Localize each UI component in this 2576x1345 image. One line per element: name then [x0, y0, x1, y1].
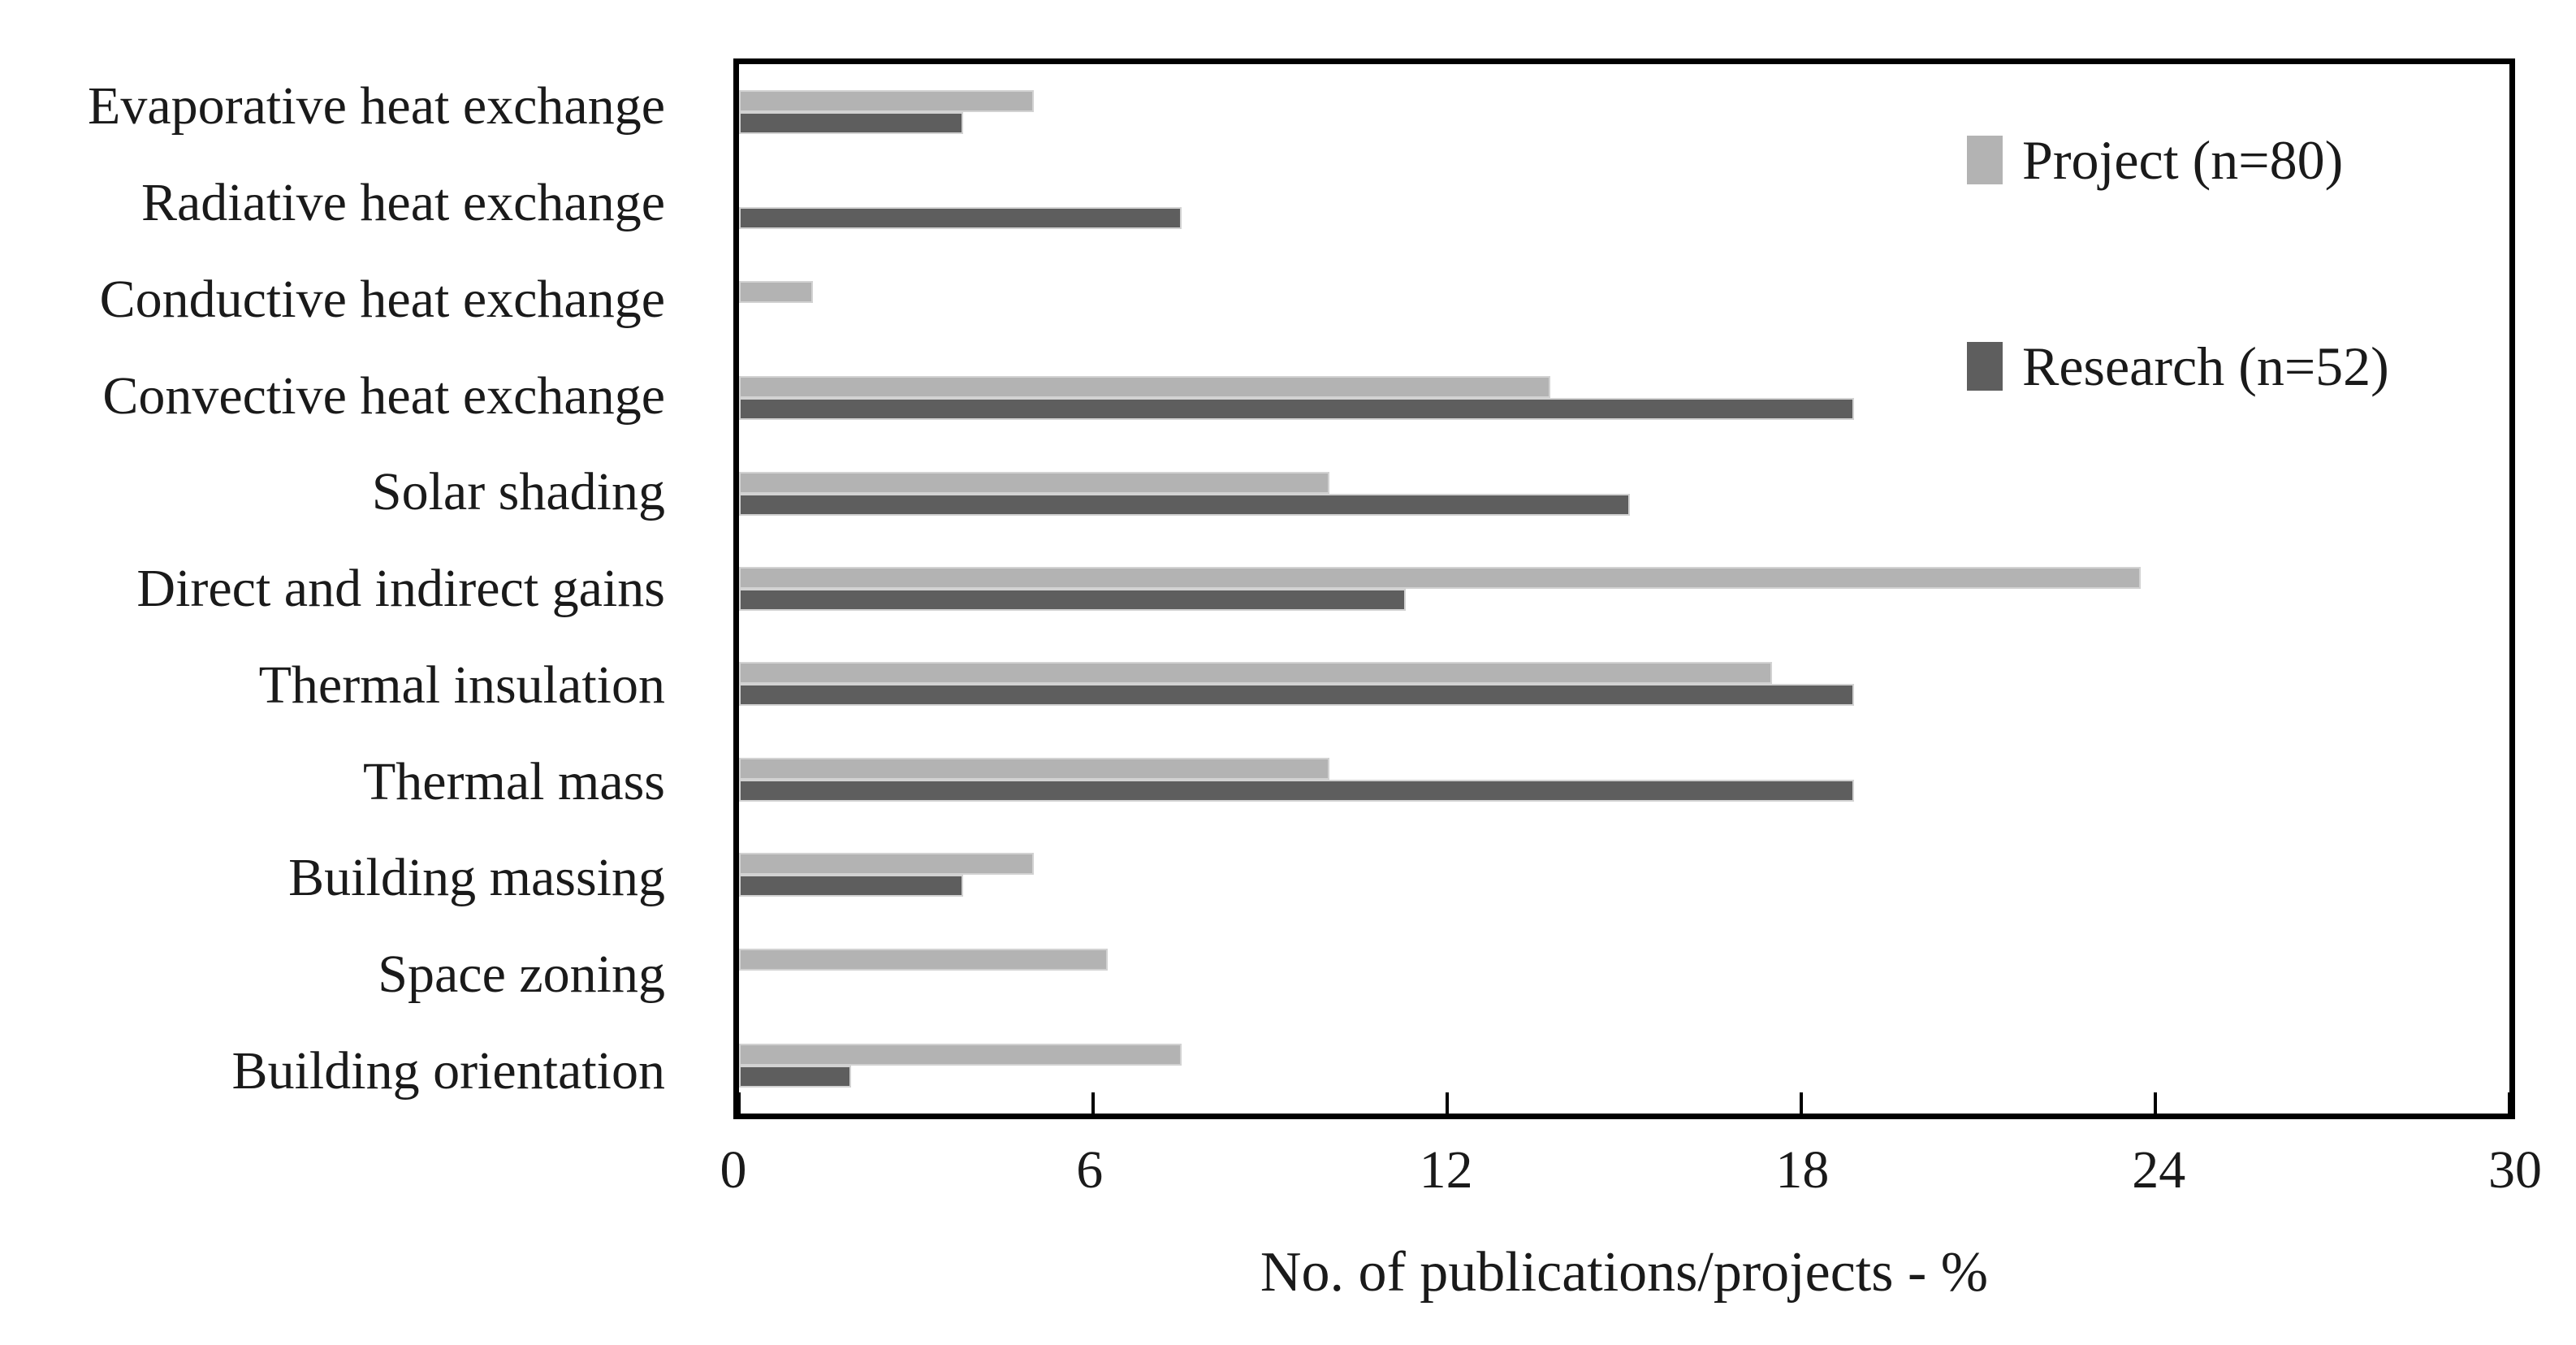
project-bar [739, 471, 1329, 494]
x-axis-tick-labels: 0 6 12 18 24 30 [720, 1140, 2543, 1217]
research-bar [739, 493, 1631, 516]
category-row [739, 1018, 2509, 1114]
category-row [739, 255, 2509, 350]
bar-rows [739, 64, 2509, 1114]
y-axis-category-labels: Evaporative heat exchange Radiative heat … [0, 58, 699, 1119]
x-tick-mark [2508, 1092, 2511, 1114]
legend-item-research: Research (n=52) [1967, 339, 2389, 394]
category-label: Building orientation [231, 1040, 665, 1101]
project-bar [739, 1044, 1182, 1066]
project-bar [739, 566, 2141, 589]
project-bar [739, 948, 1109, 971]
category-label: Space zoning [378, 944, 665, 1004]
x-tick-mark [2154, 1092, 2157, 1114]
x-tick-mark [1091, 1092, 1095, 1114]
x-tick-label: 30 [2488, 1140, 2542, 1200]
project-bar [739, 853, 1035, 876]
category-row [739, 637, 2509, 732]
x-tick-label: 24 [2132, 1140, 2186, 1200]
project-bar [739, 89, 1035, 112]
x-tick-mark [737, 1092, 741, 1114]
category-row [739, 159, 2509, 254]
category-label: Conductive heat exchange [99, 269, 665, 329]
research-bar [739, 398, 1855, 421]
legend: Project (n=80) Research (n=52) [1967, 132, 2389, 394]
project-bar [739, 376, 1551, 399]
category-label: Thermal insulation [258, 655, 665, 715]
x-tick-mark [1446, 1092, 1449, 1114]
x-axis-title: No. of publications/projects - % [1260, 1241, 1989, 1304]
category-label: Solar shading [371, 462, 665, 522]
research-bar [739, 588, 1407, 611]
x-tick-label: 18 [1775, 1140, 1830, 1200]
legend-label-project: Project (n=80) [2022, 129, 2344, 191]
research-bar [739, 684, 1855, 707]
research-bar [739, 779, 1855, 802]
research-bar [739, 875, 964, 897]
legend-label-research: Research (n=52) [2022, 335, 2389, 397]
category-row [739, 446, 2509, 541]
category-row [739, 350, 2509, 445]
category-label: Thermal mass [362, 751, 665, 811]
category-label: Evaporative heat exchange [88, 76, 665, 136]
category-label: Radiative heat exchange [140, 173, 665, 233]
research-bar [739, 207, 1182, 230]
category-row [739, 923, 2509, 1018]
category-label: Direct and indirect gains [136, 559, 665, 619]
category-row [739, 828, 2509, 923]
category-row [739, 541, 2509, 636]
project-bar [739, 662, 1772, 685]
category-row [739, 64, 2509, 159]
research-bar [739, 111, 964, 134]
legend-swatch-project [1967, 136, 2003, 184]
project-bar [739, 280, 813, 303]
x-tick-label: 0 [720, 1140, 747, 1200]
category-label: Building massing [288, 848, 665, 908]
legend-item-project: Project (n=80) [1967, 132, 2389, 188]
x-tick-mark [1800, 1092, 1803, 1114]
x-tick-label: 12 [1419, 1140, 1473, 1200]
category-row [739, 732, 2509, 827]
project-bar [739, 757, 1329, 780]
category-label: Convective heat exchange [102, 365, 665, 426]
x-tick-label: 6 [1076, 1140, 1104, 1200]
plot-area: Project (n=80) Research (n=52) [733, 58, 2515, 1119]
legend-swatch-research [1967, 342, 2003, 391]
research-bar [739, 1066, 852, 1088]
